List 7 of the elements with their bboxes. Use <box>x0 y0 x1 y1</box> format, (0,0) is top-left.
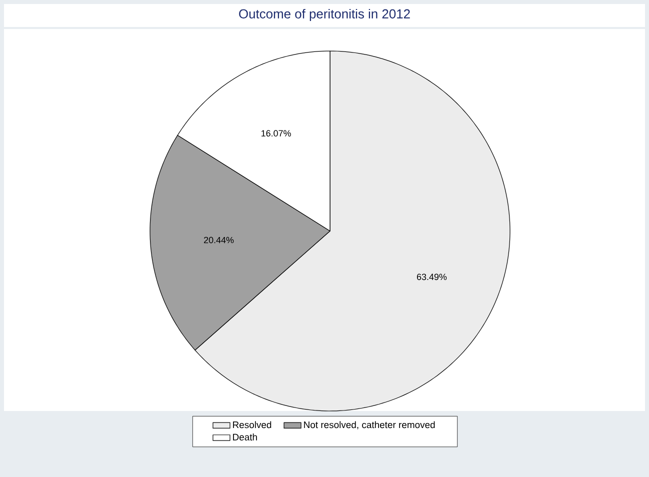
data-label: 20.44% <box>204 236 234 244</box>
data-label: 63.49% <box>416 274 447 280</box>
legend-label: Resolved <box>233 421 272 428</box>
data-label: 16.07% <box>262 130 291 136</box>
chart-title: Outcome of peritonitis in 2012 <box>239 8 410 22</box>
legend-label: Death <box>233 434 257 440</box>
legend-label: Not resolved, catheter removed <box>304 421 435 430</box>
